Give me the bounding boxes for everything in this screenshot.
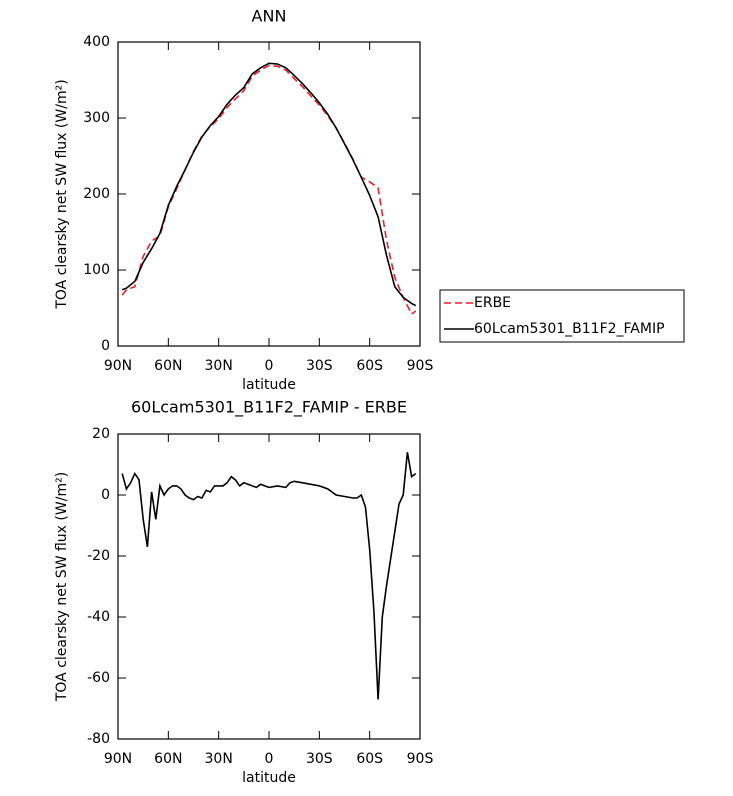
y-axis-label: TOA clearsky net SW flux (W/m²) [54,79,70,309]
data-line [121,62,417,307]
data-line [121,452,417,700]
legend-box [439,289,685,343]
x-axis-label: latitude [242,377,296,393]
y-axis-label: TOA clearsky net SW flux (W/m²) [54,472,70,702]
y-tick-label: 400 [83,34,110,50]
plot-frame [117,433,421,740]
x-tick-label: 0 [265,358,274,374]
data-line [121,64,417,316]
chart-title: 60Lcam5301_B11F2_FAMIP - ERBE [131,398,407,418]
legend-label: 60Lcam5301_B11F2_FAMIP [474,321,665,337]
x-tick-label: 30N [205,751,233,767]
x-tick-label: 90S [407,751,434,767]
y-tick-label: 300 [83,110,110,126]
legend-label: ERBE [474,295,511,311]
y-tick-label: 0 [101,487,110,503]
y-tick-label: 0 [101,338,110,354]
x-tick-label: 90N [104,751,132,767]
y-tick-label: -20 [87,548,110,564]
x-tick-label: 90S [407,358,434,374]
y-tick-label: 100 [83,262,110,278]
y-tick-label: 200 [83,186,110,202]
x-tick-label: 30N [205,358,233,374]
y-tick-label: -40 [87,609,110,625]
x-tick-label: 30S [306,751,333,767]
x-tick-label: 90N [104,358,132,374]
plot-frame [117,41,421,347]
y-tick-label: -60 [87,670,110,686]
x-tick-label: 60N [154,358,182,374]
x-tick-label: 30S [306,358,333,374]
y-tick-label: 20 [92,426,110,442]
y-tick-label: -80 [87,731,110,747]
x-tick-label: 60N [154,751,182,767]
x-axis-label: latitude [242,770,296,786]
x-tick-label: 60S [356,358,383,374]
x-tick-label: 0 [265,751,274,767]
chart-title: ANN [252,7,287,26]
x-tick-label: 60S [356,751,383,767]
